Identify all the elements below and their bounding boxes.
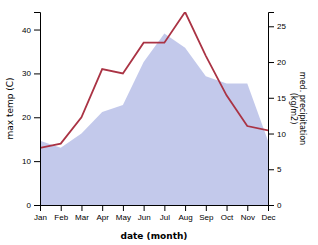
tick-label: 10	[22, 157, 31, 166]
tick-mark	[268, 169, 274, 170]
tick-label: Jul	[160, 213, 170, 222]
tick: Mar	[75, 205, 89, 222]
tick: Dec	[261, 205, 275, 222]
tick-mark	[34, 205, 40, 206]
tick-label: May	[116, 213, 131, 222]
tick: May	[116, 205, 131, 222]
tick-mark	[247, 205, 248, 211]
tick-label: 30	[22, 69, 31, 78]
tick: 15	[268, 94, 286, 103]
area	[40, 33, 268, 205]
tick: 0	[268, 201, 282, 210]
chart: JanFebMarAprMayJunJulAugSepOctNovDec0102…	[0, 0, 318, 245]
tick: 20	[22, 113, 40, 122]
tick: 20	[268, 58, 286, 67]
tick: Jul	[160, 205, 170, 222]
tick-label: 40	[22, 26, 31, 35]
tick: 10	[22, 157, 40, 166]
tick-label: Mar	[75, 213, 89, 222]
tick-mark	[268, 205, 274, 206]
tick-mark	[268, 134, 274, 135]
tick-mark	[185, 205, 186, 211]
tick: 0	[27, 201, 40, 210]
tick: 25	[268, 22, 286, 31]
tick: Sep	[199, 205, 214, 222]
tick-mark	[61, 205, 62, 211]
tick: Nov	[241, 205, 255, 222]
y2-axis: 0 5 10 15 20 25	[268, 13, 286, 211]
tick-mark	[81, 205, 82, 211]
tick-mark	[164, 205, 165, 211]
tick: Oct	[221, 205, 234, 222]
tick-mark	[34, 30, 40, 31]
y-axis-title: max temp (C)	[5, 77, 15, 139]
tick: Jun	[138, 205, 151, 222]
tick: Aug	[178, 205, 192, 222]
axis-line	[34, 13, 41, 206]
tick-label: Sep	[199, 213, 214, 222]
tick: Jan	[34, 205, 47, 222]
y2-axis-title: med. precipitation(kg/m2)	[289, 72, 307, 145]
tick-mark	[227, 205, 228, 211]
tick-mark	[268, 98, 274, 99]
tick-mark	[34, 117, 40, 118]
tick-label: Oct	[221, 213, 234, 222]
tick-label: Jun	[138, 213, 151, 222]
tick-mark	[268, 62, 274, 63]
tick-mark	[102, 205, 103, 211]
axis-line	[269, 13, 275, 206]
tick: 30	[22, 69, 40, 78]
y-axis: 0 10 20 30 40	[22, 13, 40, 211]
tick: Apr	[96, 205, 109, 222]
tick-mark	[268, 26, 274, 27]
tick-mark	[34, 73, 40, 74]
tick-label: 25	[277, 22, 286, 31]
tick-label: 20	[277, 58, 286, 67]
tick-label: 0	[27, 201, 32, 210]
tick-mark	[144, 205, 145, 211]
tick: 5	[268, 165, 282, 174]
tick-label: 0	[277, 201, 282, 210]
marks	[40, 12, 268, 205]
tick-label: 10	[277, 130, 286, 139]
x-axis: Jan Feb Mar Apr May Jun Jul Aug Sep Oct Nov Dec	[34, 205, 276, 222]
axis-line	[41, 206, 269, 212]
tick-mark	[34, 161, 40, 162]
tick: 40	[22, 26, 40, 35]
plot: JanFebMarAprMayJunJulAugSepOctNovDec0102…	[22, 12, 286, 222]
tick-label: Nov	[241, 213, 255, 222]
x-axis-title: date (month)	[121, 231, 188, 241]
tick-label: Aug	[178, 213, 192, 222]
tick-label: 15	[277, 94, 286, 103]
tick-label: Dec	[261, 213, 275, 222]
tick-label: Feb	[54, 213, 68, 222]
tick-mark	[206, 205, 207, 211]
tick-label: 5	[277, 165, 282, 174]
tick-mark	[123, 205, 124, 211]
tick: Feb	[54, 205, 68, 222]
tick-label: 20	[22, 113, 31, 122]
line	[40, 12, 268, 148]
tick-label: Apr	[96, 213, 109, 222]
tick-label: Jan	[34, 213, 47, 222]
tick: 10	[268, 130, 286, 139]
